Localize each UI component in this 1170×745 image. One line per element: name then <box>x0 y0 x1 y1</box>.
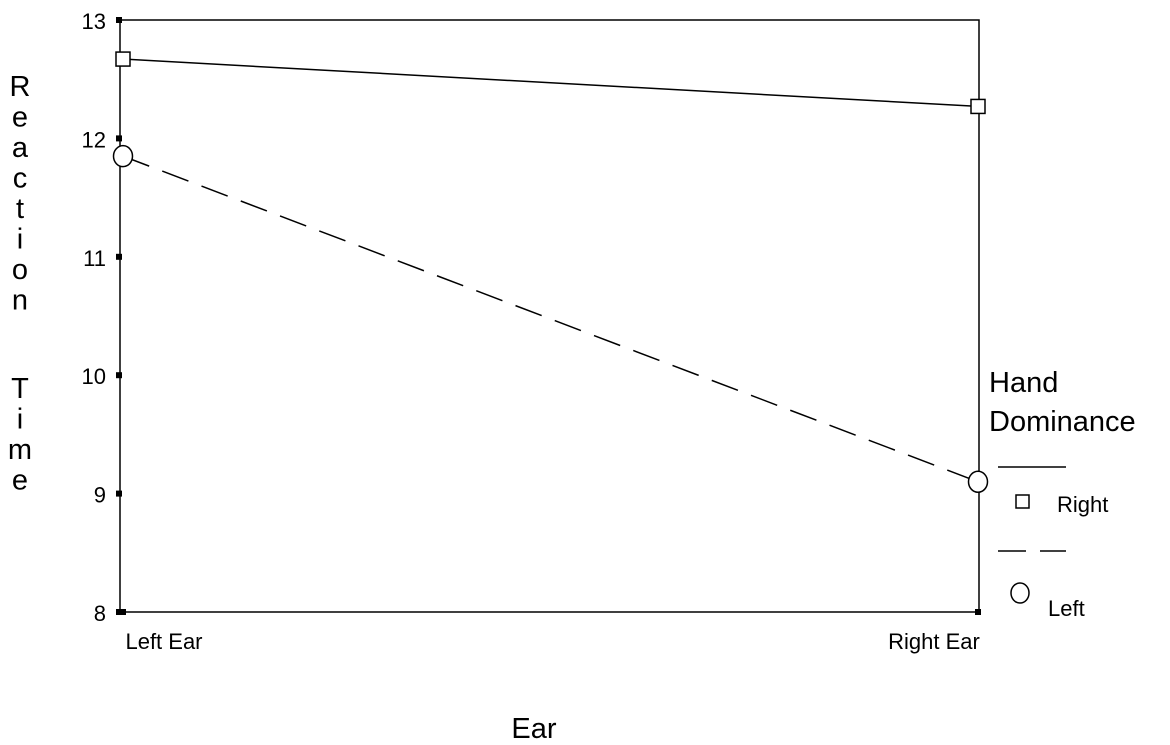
legend-title: Hand Dominance <box>989 367 1136 438</box>
series-layer <box>112 51 989 494</box>
data-point-square <box>115 51 131 67</box>
y-tick-label: 11 <box>83 246 106 271</box>
y-tick-label: 9 <box>94 483 106 508</box>
legend-label-right: Right <box>1057 492 1108 517</box>
legend: Hand Dominance Right Left <box>989 367 1136 621</box>
y-tick-mark <box>116 372 122 379</box>
y-tick-label: 13 <box>82 9 106 34</box>
legend-title-line-1: Hand <box>989 367 1058 399</box>
y-axis-title-letter: i <box>17 404 23 436</box>
y-axis-title-letter: c <box>13 163 28 195</box>
legend-items: Right Left <box>998 466 1108 621</box>
x-tick-label: Right Ear <box>888 629 980 654</box>
legend-marker-square <box>1015 494 1030 509</box>
y-tick-label: 10 <box>82 364 106 389</box>
x-tick-label: Left Ear <box>125 629 202 654</box>
data-point-circle <box>112 144 134 168</box>
x-axis-ticks: Left Ear Right Ear <box>120 609 981 654</box>
legend-label-left: Left <box>1048 596 1085 621</box>
y-axis-title-letter: e <box>12 102 28 134</box>
y-axis-title-letter: o <box>12 254 28 286</box>
legend-title-line-2: Dominance <box>989 406 1136 438</box>
series-line-right <box>122 58 979 108</box>
y-tick-mark <box>116 17 122 23</box>
y-axis-title-letter: e <box>12 465 28 497</box>
y-tick-label: 8 <box>94 601 106 626</box>
x-tick-mark <box>975 609 981 615</box>
y-tick-label: 12 <box>82 127 106 152</box>
y-axis-title-letter: R <box>10 71 31 103</box>
y-tick-mark <box>116 609 122 615</box>
y-axis-title-letter: T <box>11 373 29 405</box>
y-tick-mark <box>116 135 122 142</box>
plot-frame <box>119 19 980 613</box>
x-tick-mark <box>120 609 126 615</box>
y-tick-mark <box>116 490 122 497</box>
legend-marker-circle <box>1010 582 1030 604</box>
y-axis-title-letter: m <box>8 434 32 466</box>
y-axis-title-letter: i <box>17 224 23 256</box>
y-axis-title-letter: t <box>16 193 24 225</box>
y-axis-title-letter: n <box>12 285 28 317</box>
y-axis-title-letter: a <box>12 132 29 164</box>
data-point-square <box>970 98 986 115</box>
series-line-left <box>122 155 979 483</box>
y-tick-mark <box>116 253 122 260</box>
data-point-circle <box>967 470 989 494</box>
y-axis-ticks: 8 9 10 11 12 13 <box>82 9 122 626</box>
x-axis-title: Ear <box>511 713 556 745</box>
